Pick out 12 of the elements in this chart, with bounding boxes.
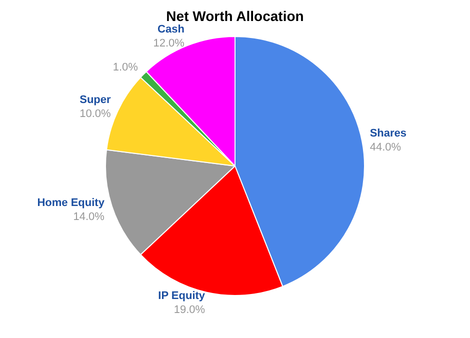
slice-label: Super <box>80 94 112 106</box>
chart-title: Net Worth Allocation <box>166 8 304 24</box>
slice-label: Cash <box>158 23 185 36</box>
data-label: 19.0% <box>174 304 206 316</box>
data-label: 1.0% <box>112 62 138 74</box>
slice-label: Shares <box>370 127 407 140</box>
slice-label: Home Equity <box>37 196 106 209</box>
data-label: 14.0% <box>73 210 105 223</box>
data-label: 10.0% <box>80 108 111 120</box>
data-label: 44.0% <box>370 141 402 154</box>
slice-label: IP Equity <box>158 290 206 302</box>
data-label: 12.0% <box>153 37 185 50</box>
